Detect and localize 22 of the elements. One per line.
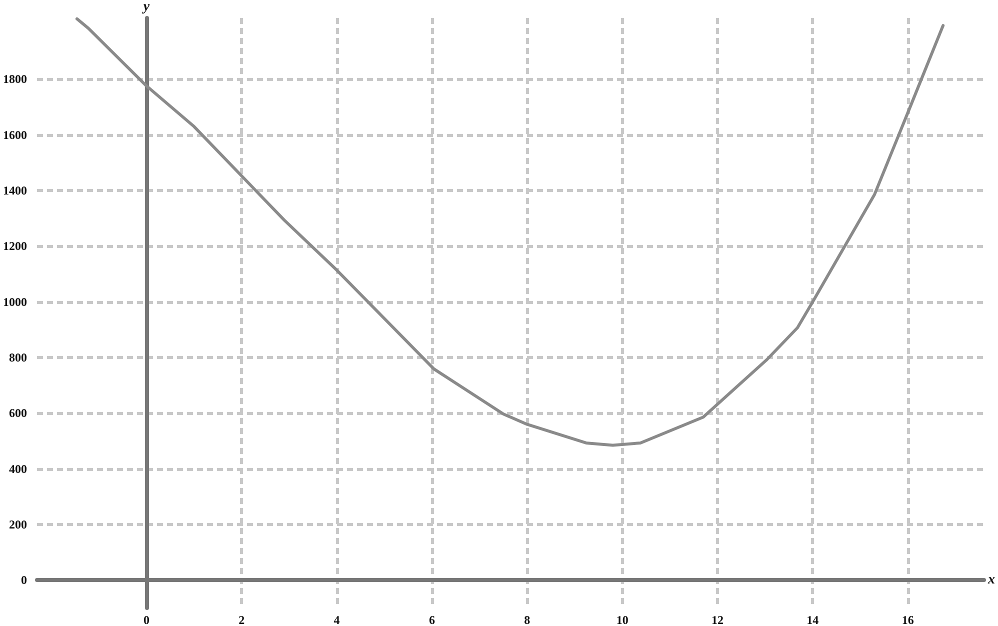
y-tick-label: 200: [9, 518, 27, 532]
x-tick-label: 8: [524, 613, 530, 626]
line-series: [75, 17, 945, 447]
x-tick-label: 10: [616, 613, 628, 626]
y-tick-label: 0: [21, 573, 27, 588]
x-tick-label: 16: [902, 613, 914, 626]
x-axis-title: x: [987, 572, 995, 588]
y-tick-label: 1200: [3, 239, 27, 254]
x-tick-label: 0: [143, 613, 150, 626]
x-tick-label: 12: [712, 613, 724, 626]
y-tick-label: 1400: [3, 184, 27, 198]
y-tick-label: 400: [9, 462, 27, 476]
y-tick-label: 1800: [3, 72, 27, 86]
x-tick-label: 2: [238, 613, 245, 626]
y-tick-label: 1600: [3, 128, 27, 142]
x-tick-label: 4: [334, 613, 340, 626]
x-tick-label: 14: [806, 613, 819, 626]
y-tick-label: 1000: [3, 294, 27, 309]
y-tick-label: 800: [9, 350, 27, 365]
y-tick-label: 600: [9, 406, 27, 420]
x-tick-label: 6: [428, 613, 435, 626]
y-axis-title: y: [141, 0, 150, 14]
